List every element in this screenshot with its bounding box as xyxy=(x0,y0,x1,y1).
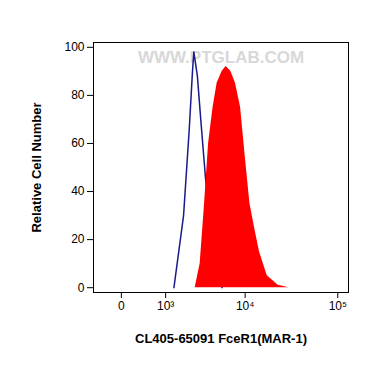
svg-text:10⁴: 10⁴ xyxy=(236,299,255,313)
svg-text:40: 40 xyxy=(71,184,85,198)
svg-text:60: 60 xyxy=(71,136,85,150)
svg-text:0: 0 xyxy=(78,281,85,295)
svg-text:Relative Cell Number: Relative Cell Number xyxy=(29,102,44,232)
svg-text:20: 20 xyxy=(71,232,85,246)
svg-text:100: 100 xyxy=(64,40,84,54)
svg-text:0: 0 xyxy=(118,299,125,313)
svg-text:10³: 10³ xyxy=(157,299,174,313)
svg-text:WWW.PTGLAB.COM: WWW.PTGLAB.COM xyxy=(138,48,304,67)
svg-text:80: 80 xyxy=(71,88,85,102)
svg-text:CL405-65091 FceR1(MAR-1): CL405-65091 FceR1(MAR-1) xyxy=(135,331,307,346)
svg-text:10⁵: 10⁵ xyxy=(329,299,347,313)
